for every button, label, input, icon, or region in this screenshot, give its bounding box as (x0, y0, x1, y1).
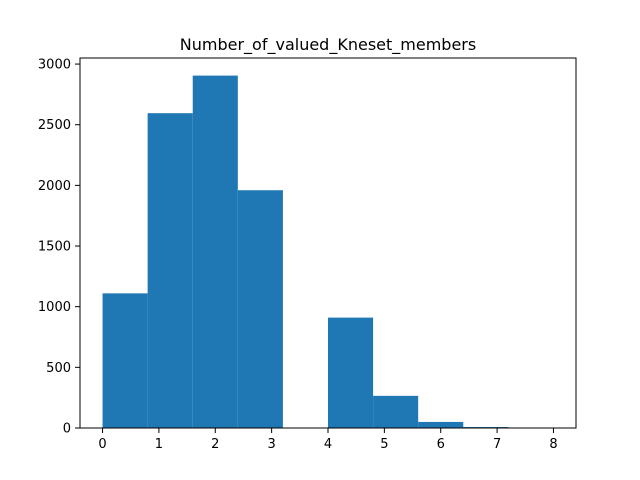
histogram-bar-3 (237, 190, 283, 428)
x-tick-label: 0 (98, 437, 106, 452)
x-tick-label: 7 (493, 437, 501, 452)
x-tick-label: 6 (437, 437, 445, 452)
histogram-bar-6 (373, 395, 419, 428)
x-tick-label: 5 (380, 437, 388, 452)
histogram-bar-0 (102, 293, 148, 428)
y-tick-label: 1000 (38, 300, 71, 315)
x-axis: 0 1 2 3 4 5 6 7 8 (98, 428, 558, 452)
y-tick-label: 0 (63, 422, 71, 437)
y-tick-label: 1500 (38, 240, 71, 255)
chart-title: Number_of_valued_Kneset_members (180, 35, 476, 55)
histogram-bar-2 (192, 75, 238, 429)
bars-group (102, 75, 554, 429)
x-tick-label: 3 (267, 437, 275, 452)
y-tick-label: 2000 (38, 179, 71, 194)
y-tick-label: 500 (46, 361, 71, 376)
x-tick-label: 8 (549, 437, 557, 452)
x-tick-label: 4 (324, 437, 332, 452)
histogram-bar-7 (418, 421, 464, 428)
y-tick-label: 3000 (38, 58, 71, 73)
histogram-bar-1 (147, 113, 193, 429)
histogram-bar-5 (328, 317, 374, 428)
x-tick-label: 2 (211, 437, 219, 452)
plot-frame (79, 57, 577, 429)
y-axis: 0 500 1000 1500 2000 2500 3000 (38, 58, 80, 437)
x-tick-label: 1 (155, 437, 163, 452)
y-tick-label: 2500 (38, 118, 71, 133)
